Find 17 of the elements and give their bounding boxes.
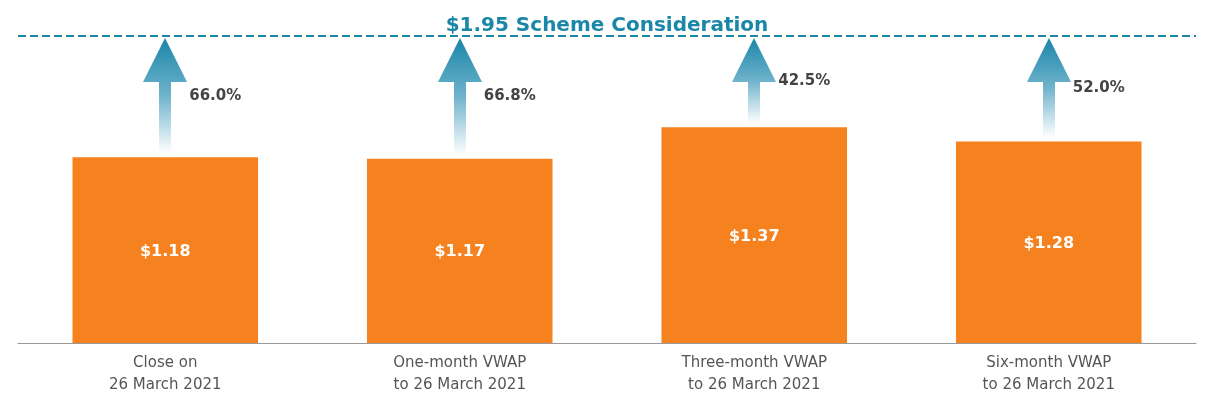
bar — [661, 127, 848, 343]
bar — [72, 157, 259, 343]
data-label: $1.17 — [434, 241, 486, 261]
data-label: $1.18 — [139, 240, 191, 260]
text: 66.0% — [189, 85, 242, 104]
bar — [955, 141, 1142, 343]
data-label: $1.37 — [728, 225, 780, 245]
x-tick-label: Six-month VWAP to 26 March 2021 — [982, 353, 1115, 393]
x-tick-label: Close on 26 March 2021 — [108, 353, 222, 393]
bar — [366, 158, 553, 343]
text: 42.5% — [778, 70, 831, 89]
ref-line-label: $1.95 Scheme Consideration — [445, 12, 769, 36]
x-tick-label: One-month VWAP to 26 March 2021 — [393, 353, 527, 393]
text: 52.0% — [1072, 77, 1125, 96]
x-tick-label: Three-month VWAP to 26 March 2021 — [680, 353, 827, 393]
data-label: $1.28 — [1023, 232, 1075, 252]
text: 66.8% — [483, 86, 536, 105]
